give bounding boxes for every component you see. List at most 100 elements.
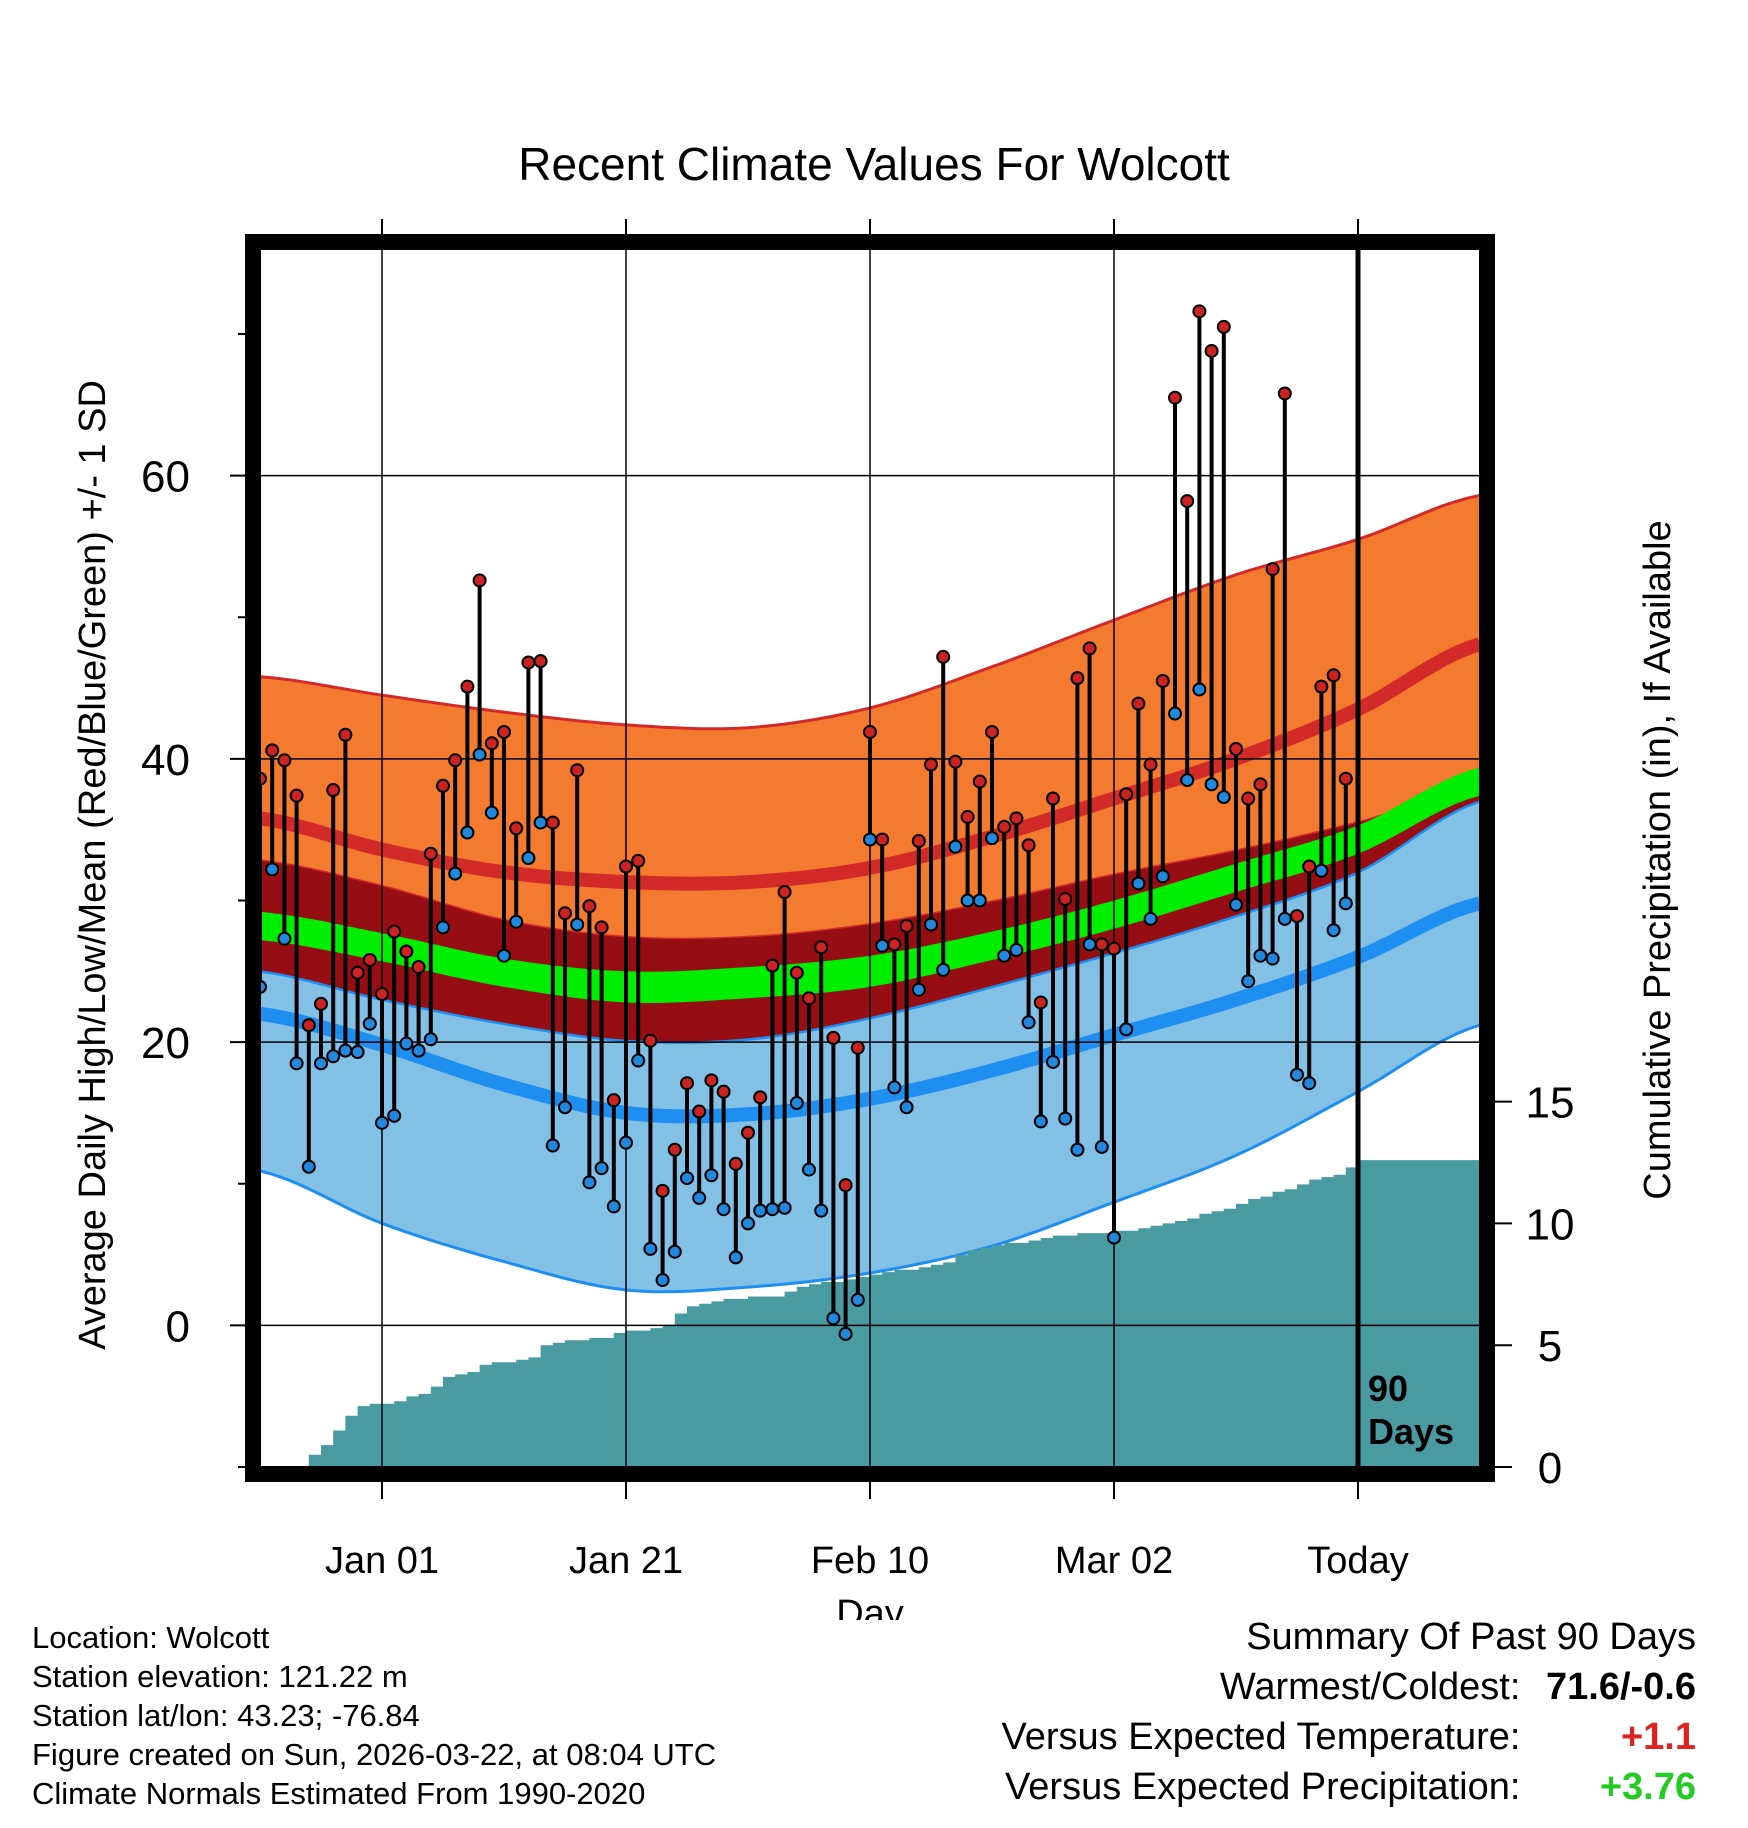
observed-low-point [1009,943,1024,958]
observed-high-point [265,743,280,758]
observed-low-point [716,1202,731,1217]
observed-low-point [887,1080,902,1095]
observed-high-point [1058,892,1073,907]
observed-high-point [1277,386,1292,401]
observed-high-point [484,736,499,751]
observed-low-point [1290,1067,1304,1082]
precipitation-departure-value: +3.76 [1599,1766,1696,1808]
x-tick-label: Feb 10 [811,1540,929,1582]
observed-high-point [1180,494,1195,509]
observed-low-point [789,1096,804,1111]
observed-low-point [948,839,963,854]
observed-low-point [911,982,926,997]
observed-high-point [1094,937,1109,952]
observed-high-point [582,899,597,914]
normals-text: Climate Normals Estimated From 1990-2020 [32,1776,646,1811]
observed-low-point [1241,974,1256,989]
observed-low-point [997,948,1012,963]
observed-high-point [1009,811,1024,826]
observed-low-point [1216,790,1231,805]
observed-low-point [1119,1022,1134,1037]
observed-high-point [570,763,585,778]
observed-high-point [277,753,292,768]
observed-low-point [594,1161,609,1176]
observed-low-point [472,747,487,762]
observed-high-point [1192,304,1207,319]
chart-title: Recent Climate Values For Wolcott [518,138,1230,190]
warmest-coldest-value: 71.6/-0.6 [1546,1666,1696,1708]
observed-high-point [924,757,938,772]
observed-high-point [436,778,450,793]
y2-tick-label: 10 [1526,1200,1575,1249]
observed-low-point [1229,897,1243,912]
observed-high-point [1033,995,1048,1010]
warmest-coldest-row: Warmest/Coldest: 71.6/-0.6 [1002,1662,1696,1712]
observed-low-point [850,1292,865,1307]
observed-high-point [1302,859,1317,874]
y2-tick-label: 15 [1526,1079,1575,1128]
observed-low-point [814,1203,829,1218]
observed-high-point [936,649,951,664]
observed-low-point [1314,863,1329,878]
observed-low-point [667,1244,682,1259]
observed-high-point [289,788,304,803]
observed-high-point [387,924,402,939]
observed-low-point [484,805,499,820]
observed-low-point [728,1250,743,1265]
observed-low-point [631,1053,646,1068]
observed-low-point [1070,1142,1085,1157]
observed-low-point [899,1100,914,1115]
observed-high-point [716,1084,731,1099]
observed-high-point [680,1076,694,1091]
latlon-text: Station lat/lon: 43.23; -76.84 [32,1698,420,1733]
observed-high-point [448,753,463,768]
observed-high-point [1143,757,1158,772]
observed-low-point [460,825,475,840]
observed-low-point [606,1199,621,1214]
observed-high-point [509,821,524,836]
observed-low-point [436,920,450,935]
observed-high-point [972,774,987,789]
observed-low-point [1046,1054,1060,1069]
observed-low-point [619,1135,633,1150]
observed-high-point [875,832,890,847]
observed-high-point [631,853,646,868]
observed-low-point [924,917,938,932]
observed-high-point [411,960,426,975]
observed-high-point [1131,696,1146,711]
observed-high-point [338,727,353,742]
observed-low-point [582,1175,597,1190]
observed-high-point [606,1093,621,1108]
observed-high-point [314,996,328,1011]
observed-high-point [350,965,365,980]
observed-low-point [655,1273,670,1288]
x-tick-label: Jan 01 [325,1540,439,1582]
summary-title: Summary Of Past 90 Days [1246,1616,1696,1658]
observed-high-point [789,965,804,980]
observed-high-point [887,937,902,952]
observed-high-point [1070,671,1085,686]
observed-low-point [497,948,511,963]
observed-low-point [1277,911,1292,926]
observed-low-point [289,1056,304,1071]
observed-high-point [1290,909,1304,924]
observed-high-point [521,655,536,670]
observed-high-point [1216,319,1231,334]
observed-low-point [1021,1015,1036,1030]
observed-low-point [387,1108,402,1123]
observed-high-point [1241,791,1256,806]
observed-low-point [362,1016,377,1031]
observed-low-point [753,1203,768,1218]
observed-high-point [260,771,267,786]
today-days-label: Days [1368,1411,1454,1452]
observed-low-point [777,1200,792,1215]
created-text: Figure created on Sun, 2026-03-22, at 08… [32,1737,717,1772]
observed-high-point [692,1104,707,1119]
observed-high-point [802,991,816,1006]
y-axis-label: Average Daily High/Low/Mean (Red/Blue/Gr… [72,380,114,1350]
observed-high-point [497,724,511,739]
observed-high-point [533,654,548,669]
elevation-text: Station elevation: 121.22 m [32,1659,408,1694]
observed-high-point [1338,771,1353,786]
climate-chart: Recent Climate Values For Wolcott 90Days… [72,138,1679,1620]
